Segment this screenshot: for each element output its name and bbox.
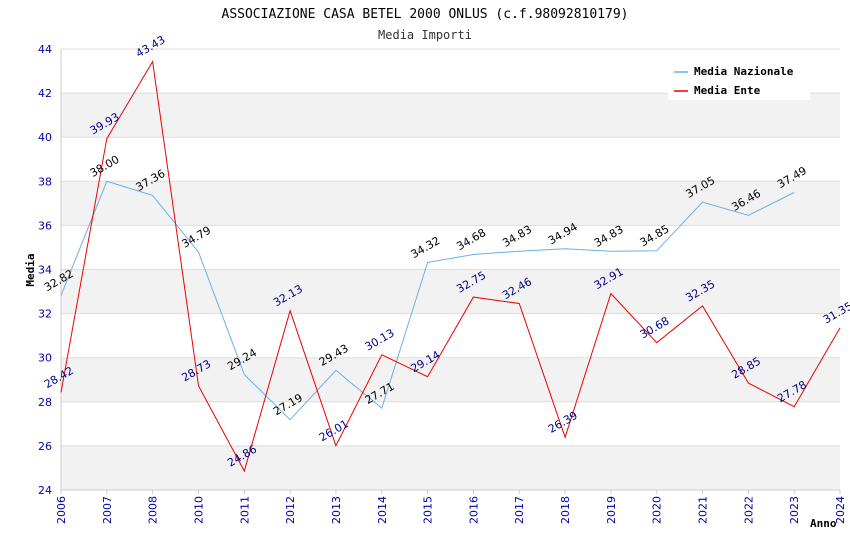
y-tick-label: 38 <box>38 175 52 188</box>
x-tick-label: 2021 <box>697 496 710 524</box>
y-tick-labels: 24 26 28 30 32 34 36 38 40 42 44 <box>38 43 52 497</box>
x-tick-label: 2013 <box>330 496 343 524</box>
x-tick-label: 2023 <box>788 496 801 524</box>
series-lines <box>60 60 841 473</box>
y-tick-label: 28 <box>38 396 52 409</box>
x-tick-labels: 2006 2007 2008 2010 2011 2012 2013 2014 2015 2016… <box>55 490 847 524</box>
legend-box <box>668 58 810 100</box>
x-tick-label: 2006 <box>55 496 68 524</box>
chart-subtitle: Media Importi <box>378 28 472 42</box>
x-tick-label: 2012 <box>284 496 297 524</box>
data-label-media-nazionale: 34.79 <box>179 224 213 251</box>
data-label-media-nazionale: 34.83 <box>592 223 626 250</box>
data-label-media-nazionale: 34.32 <box>409 234 443 261</box>
legend: Media Nazionale Media Ente <box>668 58 810 100</box>
y-axis-title: Media <box>24 253 37 286</box>
y-tick-label: 24 <box>38 484 52 497</box>
x-tick-label: 2007 <box>101 496 114 524</box>
x-tick-label: 2020 <box>651 496 664 524</box>
y-tick-label: 42 <box>38 87 52 100</box>
y-tick-label: 32 <box>38 308 52 321</box>
x-tick-label: 2016 <box>467 496 480 524</box>
legend-label-media-nazionale: Media Nazionale <box>694 65 794 78</box>
legend-label-media-ente: Media Ente <box>694 84 761 97</box>
y-tick-label: 40 <box>38 131 52 144</box>
y-tick-label: 26 <box>38 440 52 453</box>
y-tick-label: 30 <box>38 352 52 365</box>
axes <box>60 49 840 491</box>
x-tick-label: 2011 <box>238 496 251 524</box>
grid-band <box>61 445 840 490</box>
x-tick-label: 2017 <box>513 496 526 524</box>
series-line-media-nazionale <box>60 180 795 421</box>
x-tick-label: 2022 <box>742 496 755 524</box>
x-tick-label: 2010 <box>192 496 205 524</box>
data-label-media-nazionale: 34.68 <box>454 226 488 253</box>
data-label-media-ente: 30.68 <box>638 314 672 341</box>
grid-bands <box>61 93 840 490</box>
grid-band <box>61 357 840 402</box>
data-label-media-nazionale: 38.00 <box>88 153 122 180</box>
x-tick-label: 2008 <box>147 496 160 524</box>
x-tick-label: 2015 <box>422 496 435 524</box>
data-label-media-nazionale: 34.83 <box>500 223 534 250</box>
x-tick-label: 2018 <box>559 496 572 524</box>
y-tick-label: 36 <box>38 219 52 232</box>
y-tick-label: 44 <box>38 43 52 56</box>
x-tick-label: 2019 <box>605 496 618 524</box>
series-line-media-ente <box>60 60 841 473</box>
data-label-media-ente: 30.13 <box>363 326 397 353</box>
x-tick-label: 2024 <box>834 496 847 524</box>
y-tick-label: 34 <box>38 264 52 277</box>
x-tick-label: 2014 <box>376 496 389 524</box>
chart-title: ASSOCIAZIONE CASA BETEL 2000 ONLUS (c.f.… <box>222 7 629 22</box>
grid-band <box>61 93 840 138</box>
data-label-media-nazionale: 34.85 <box>638 222 672 249</box>
x-axis-title: Anno <box>810 517 837 530</box>
data-label-media-ente: 43.43 <box>134 33 168 60</box>
grid-band <box>61 269 840 314</box>
grid-band <box>61 181 840 226</box>
